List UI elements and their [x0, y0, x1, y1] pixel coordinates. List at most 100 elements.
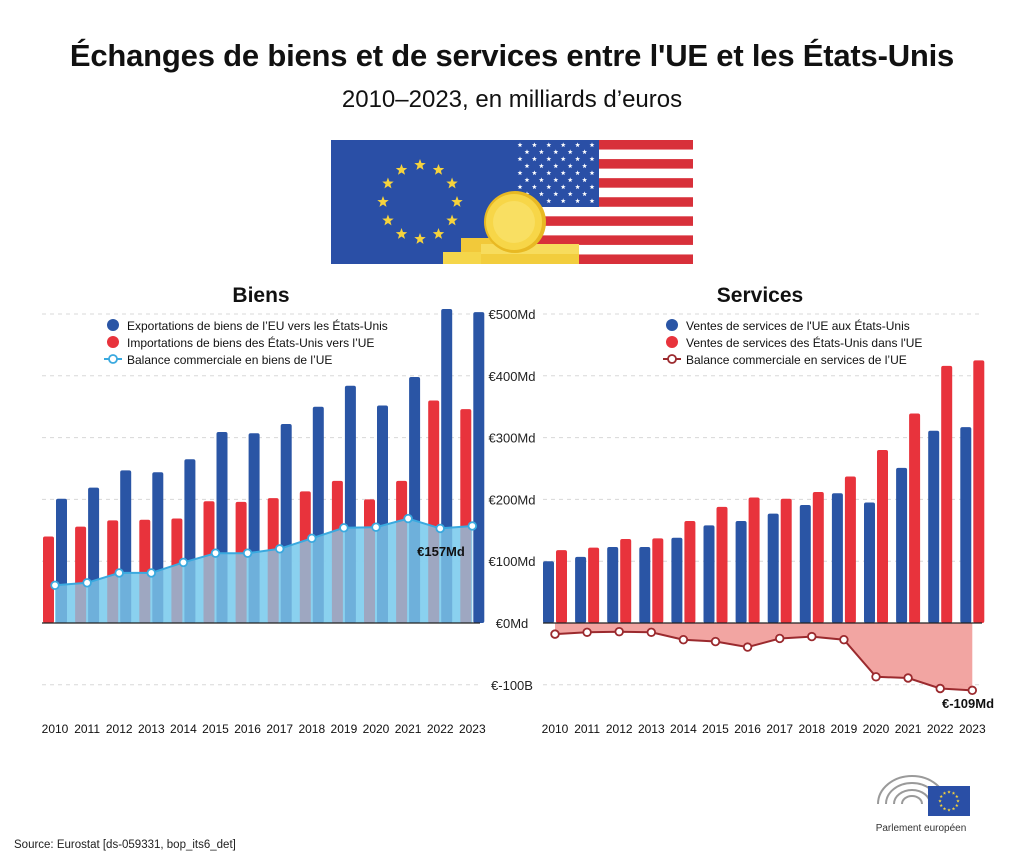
- y-tick-label: €-100B: [491, 678, 533, 693]
- balance-point-2019: [339, 523, 349, 533]
- eu-star-icon: [382, 177, 394, 189]
- legend-swatch: [666, 336, 678, 348]
- logo-star-icon: [955, 803, 959, 807]
- us-star-icon: [531, 142, 537, 148]
- logo-star-icon: [951, 791, 956, 795]
- bar-us-sales-2015: [716, 506, 728, 623]
- x-tick-label: 2010: [42, 722, 69, 736]
- logo-star-icon: [939, 794, 943, 798]
- bar-us-sales-2021: [909, 413, 921, 623]
- logo-star-icon: [947, 808, 951, 812]
- y-tick-label: €500Md: [489, 307, 536, 322]
- us-star-icon: [538, 191, 544, 197]
- x-tick-label: 2020: [363, 722, 390, 736]
- us-star-icon: [538, 163, 544, 169]
- y-tick-label: €100Md: [489, 554, 536, 569]
- legend-label: Ventes de services des États-Unis dans l…: [686, 335, 922, 350]
- us-flag-icon: [513, 140, 693, 264]
- us-star-icon: [517, 142, 523, 148]
- eu-star-icon: [382, 214, 394, 226]
- x-tick-label: 2014: [670, 722, 697, 736]
- us-star-icon: [575, 170, 581, 176]
- x-tick-label: 2013: [138, 722, 165, 736]
- eu-us-flags-illustration: [331, 140, 693, 264]
- bar-us-sales-2020: [877, 449, 888, 623]
- balance-point-2021: [403, 513, 413, 524]
- eu-star-icon: [414, 233, 426, 244]
- chart-title: Échanges de biens et de services entre l…: [69, 38, 955, 73]
- balance-point-2017: [775, 633, 785, 644]
- logo-star-icon: [939, 803, 943, 807]
- us-star-icon: [531, 156, 537, 162]
- eu-star-icon: [377, 196, 389, 207]
- legend-swatch: [107, 336, 119, 348]
- x-tick-label: 2011: [574, 722, 600, 736]
- x-tick-label: 2017: [266, 722, 293, 736]
- us-star-icon: [524, 163, 530, 169]
- us-stripe: [513, 197, 693, 207]
- source-note: Source: Eurostat [ds-059331, bop_its6_de…: [14, 839, 236, 851]
- logo-star-icon: [938, 799, 942, 803]
- bar-us-sales-2012: [620, 538, 632, 623]
- us-star-icon: [553, 191, 559, 197]
- panel-title: Services: [717, 284, 803, 307]
- bar-eu-sales-2016: [735, 521, 747, 623]
- balance-point-2012: [114, 568, 124, 578]
- legend: Ventes de services de l'UE aux États-Uni…: [663, 318, 922, 367]
- y-tick-label: €200Md: [489, 492, 536, 507]
- logo-star-icon: [947, 790, 951, 794]
- eu-star-icon: [432, 228, 445, 239]
- bar-eu-sales-2011: [575, 556, 587, 623]
- balance-point-2022: [435, 523, 445, 534]
- x-tick-label: 2011: [74, 722, 100, 736]
- x-tick-label: 2018: [798, 722, 825, 736]
- bar-us-sales-2022: [941, 365, 953, 623]
- us-star-icon: [553, 163, 559, 169]
- us-star-icon: [567, 191, 573, 197]
- x-tick-label: 2021: [895, 722, 922, 736]
- bar-eu-sales-2022: [928, 430, 940, 623]
- us-star-icon: [546, 170, 552, 176]
- bar-exports-2023: [473, 312, 485, 623]
- us-star-icon: [531, 170, 537, 176]
- x-tick-label: 2022: [427, 722, 454, 736]
- chart-services: Services 2010 2011 2012 2013 2014 2015 2016 2017…: [542, 284, 994, 736]
- balance-area: [555, 623, 973, 691]
- logo-star-icon: [942, 806, 947, 811]
- balance-point-2020: [371, 522, 381, 532]
- x-tick-label: 2010: [542, 722, 569, 736]
- balance-point-2018: [307, 533, 317, 544]
- balance-point-2020: [871, 672, 881, 682]
- logo-star-icon: [951, 806, 956, 811]
- bar-eu-sales-2013: [639, 546, 651, 623]
- x-tick-label: 2022: [927, 722, 954, 736]
- us-star-icon: [517, 170, 523, 176]
- balance-area-overlay: [55, 518, 473, 623]
- balance-point-2022: [935, 683, 945, 694]
- balance-point-2011: [82, 578, 92, 588]
- us-star-icon: [575, 184, 581, 190]
- bar-eu-sales-2018: [799, 504, 811, 623]
- us-star-icon: [524, 177, 530, 183]
- us-star-icon: [538, 149, 544, 155]
- eu-star-icon: [446, 214, 458, 226]
- us-star-icon: [582, 163, 588, 169]
- bar-us-sales-2023: [973, 360, 985, 623]
- legend: Exportations de biens de l’EU vers les É…: [104, 318, 388, 367]
- us-stripe: [513, 159, 693, 169]
- us-star-icon: [546, 156, 552, 162]
- balance-line: [554, 630, 973, 692]
- us-stripe: [513, 254, 693, 264]
- bar-eu-sales-2019: [831, 493, 843, 623]
- legend-swatch-marker: [108, 354, 118, 364]
- logo-label: Parlement européen: [875, 823, 967, 834]
- bar-us-sales-2016: [748, 497, 760, 623]
- us-star-icon: [575, 198, 581, 204]
- us-star-icon: [582, 191, 588, 197]
- us-star-icon: [589, 184, 595, 190]
- us-star-icon: [524, 149, 530, 155]
- x-tick-label: 2013: [638, 722, 665, 736]
- eu-star-icon: [395, 228, 408, 239]
- balance-point-2017: [275, 544, 285, 554]
- eu-stars-icon: [377, 159, 463, 244]
